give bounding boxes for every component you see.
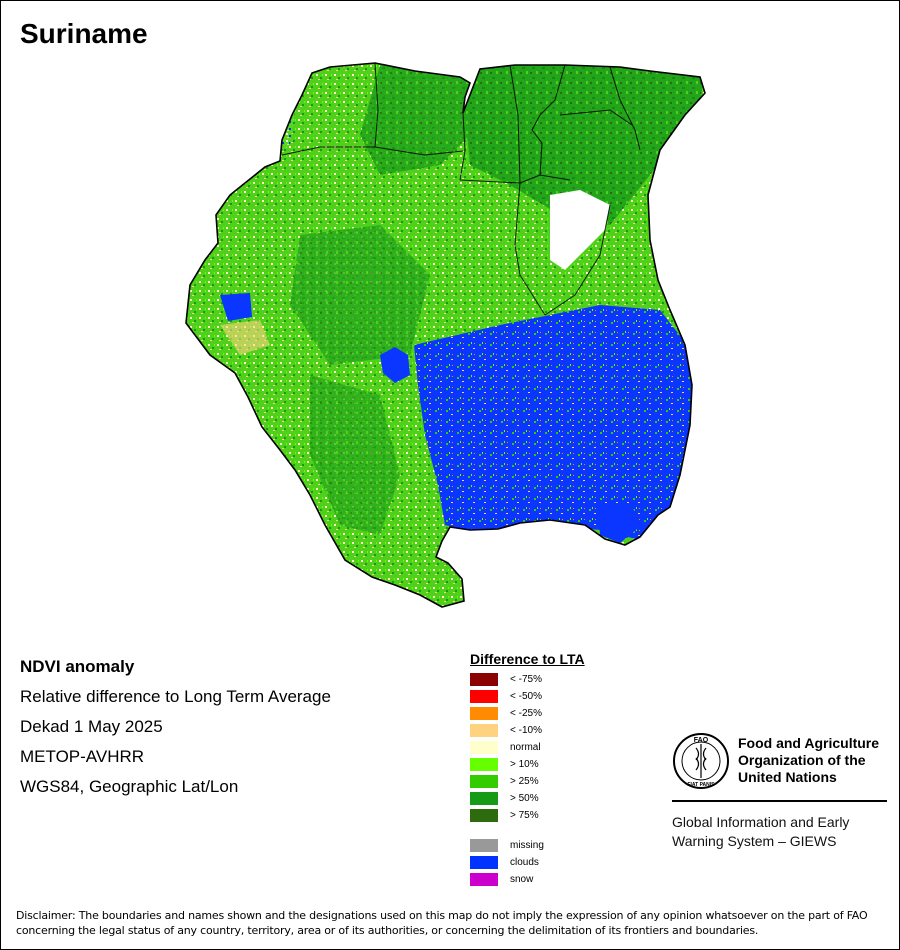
legend-label: normal [510,742,541,753]
vegetation-dense-northeast [460,65,705,225]
fao-logo-motto: FIAT PANIS [687,782,715,788]
legend-extra-item: missing [470,837,585,854]
fao-divider [672,800,887,802]
vegetation-dense-southwest [310,375,400,535]
cloud-patch-west [220,293,252,321]
vegetation-dense-north [360,65,480,175]
legend-label: < -75% [510,674,542,685]
legend-label: > 75% [510,810,539,821]
legend-class-item: > 10% [470,756,585,773]
dry-anomaly-west [220,320,270,355]
district-boundaries [281,62,641,316]
legend-swatch [470,839,498,852]
legend-class-item: > 25% [470,773,585,790]
legend-label: > 25% [510,776,539,787]
legend-swatch [470,741,498,754]
legend-class-item: < -25% [470,705,585,722]
legend-swatch [470,856,498,869]
product-description: Relative difference to Long Term Average [20,687,331,706]
legend-extra-item: clouds [470,854,585,871]
fao-logo-icon: FAO FIAT PANIS [673,733,729,789]
legend-class-item: > 75% [470,807,585,824]
legend-label: < -50% [510,691,542,702]
legend-label: snow [510,874,534,885]
legend-class-item: < -10% [470,722,585,739]
legend-class-item: < -50% [470,688,585,705]
cloud-patch-central [380,347,410,383]
legend-label: missing [510,840,544,851]
legend-extra-classes: missing clouds snow [470,837,585,888]
time-period: Dekad 1 May 2025 [20,717,163,736]
sensor-name: METOP-AVHRR [20,747,145,766]
fao-organization-name: Food and Agriculture Organization of the… [738,735,880,785]
projection: WGS84, Geographic Lat/Lon [20,777,239,796]
map-legend: Difference to LTA < -75% < -50% < -25% < -1… [470,651,585,888]
vegetation-dense-west [290,225,430,365]
fao-logo-letters: FAO [694,737,709,744]
product-name: NDVI anomaly [20,657,135,676]
legend-label: < -25% [510,708,542,719]
ndvi-map [180,55,720,615]
legend-swatch [470,792,498,805]
giews-name: Global Information and Early Warning Sys… [672,814,850,849]
legend-title: Difference to LTA [470,651,585,667]
legend-class-item: > 50% [470,790,585,807]
map-info: NDVI anomaly Relative difference to Long… [20,656,331,806]
cloud-cover-south [414,305,695,540]
legend-swatch [470,690,498,703]
legend-swatch [470,809,498,822]
legend-label: > 50% [510,793,539,804]
legend-class-item: < -75% [470,671,585,688]
legend-swatch [470,724,498,737]
map-title: Suriname [20,18,148,49]
disclaimer-text: Disclaimer: The boundaries and names sho… [16,909,868,937]
legend-swatch [470,673,498,686]
legend-swatch [470,707,498,720]
legend-label: clouds [510,857,539,868]
legend-class-item: normal [470,739,585,756]
legend-swatch [470,873,498,886]
cloud-patch-southeast [598,503,642,543]
legend-label: < -10% [510,725,542,736]
legend-label: > 10% [510,759,539,770]
legend-extra-item: snow [470,871,585,888]
missing-data-lake [550,190,610,270]
legend-swatch [470,775,498,788]
fao-branding: FAO FIAT PANIS Food and Agriculture Orga… [672,732,892,852]
legend-classes: < -75% < -50% < -25% < -10% normal > 10% > 25%… [470,671,585,824]
legend-swatch [470,758,498,771]
